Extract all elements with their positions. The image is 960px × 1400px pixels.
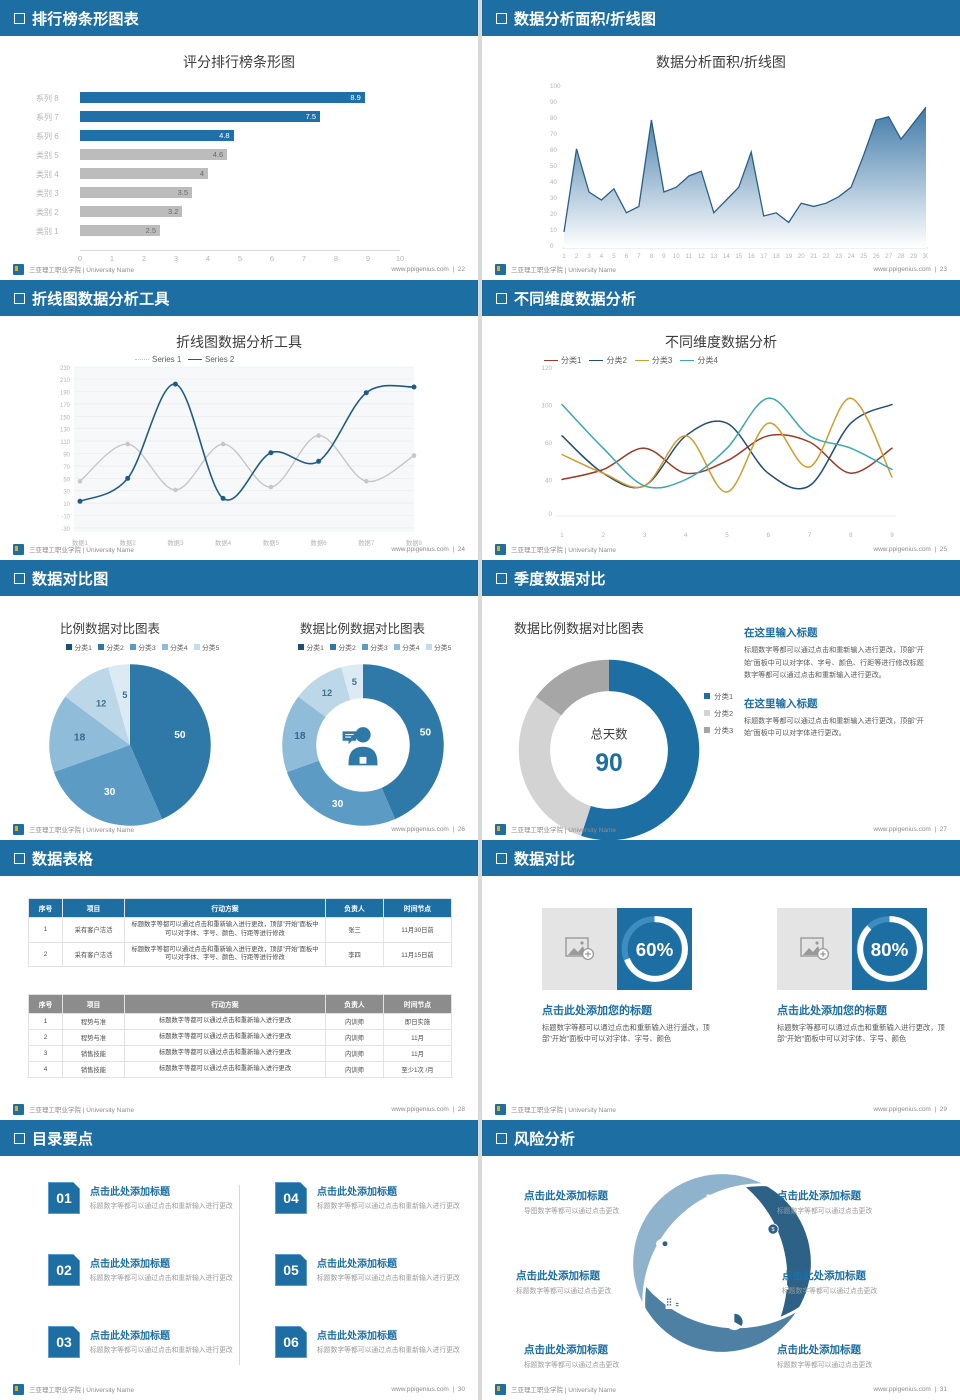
svg-text:70: 70 [550,131,558,138]
svg-text:4: 4 [600,253,604,260]
svg-text:30: 30 [922,253,928,260]
svg-text:60: 60 [550,147,558,154]
svg-text:70: 70 [63,465,70,471]
svg-text:20: 20 [550,211,558,218]
svg-text:210: 210 [60,378,71,384]
svg-text:18: 18 [773,253,781,260]
svg-text:23: 23 [835,253,843,260]
svg-text:$: $ [772,1227,775,1233]
svg-text:50: 50 [63,477,70,483]
svg-text:28: 28 [897,253,905,260]
svg-text:20: 20 [798,253,806,260]
svg-text:90: 90 [550,99,558,106]
svg-text:1: 1 [560,532,564,539]
svg-text:0: 0 [550,243,554,250]
svg-text:80: 80 [550,115,558,122]
svg-text:150: 150 [60,415,71,421]
svg-text:6: 6 [625,253,629,260]
svg-text:9: 9 [890,532,894,539]
svg-text:14: 14 [723,253,731,260]
svg-text:26: 26 [873,253,881,260]
svg-text:12: 12 [96,698,106,708]
svg-text:13: 13 [710,253,718,260]
svg-text:24: 24 [848,253,856,260]
svg-text:4: 4 [684,532,688,539]
svg-text:3: 3 [587,253,591,260]
svg-text:2: 2 [575,253,579,260]
svg-text:6: 6 [766,532,770,539]
svg-text:12: 12 [698,253,706,260]
svg-text:60: 60 [545,440,553,447]
svg-text:110: 110 [60,440,70,446]
svg-text:30: 30 [104,787,116,798]
svg-text:-30: -30 [61,527,70,533]
svg-text:0: 0 [548,511,552,518]
svg-text:16: 16 [748,253,756,260]
svg-text:10: 10 [673,253,681,260]
svg-text:7: 7 [637,253,641,260]
svg-text:5: 5 [352,677,357,687]
svg-text:120: 120 [541,365,552,372]
svg-text:100: 100 [550,83,561,90]
svg-text:25: 25 [860,253,868,260]
svg-text:90: 90 [595,750,622,777]
svg-text:5: 5 [725,532,729,539]
svg-text:130: 130 [60,428,71,434]
svg-text:5: 5 [122,690,127,700]
svg-text:60%: 60% [636,939,674,960]
svg-text:230: 230 [60,366,71,372]
svg-text:12: 12 [322,688,332,698]
svg-text:21: 21 [810,253,818,260]
svg-text:7: 7 [808,532,812,539]
svg-text:18: 18 [74,733,86,744]
svg-text:18: 18 [294,731,306,742]
svg-text:30: 30 [63,490,70,496]
svg-text:90: 90 [63,453,70,459]
svg-text:10: 10 [63,502,70,508]
svg-text:10: 10 [550,227,558,234]
svg-text:80%: 80% [871,939,909,960]
svg-text:1: 1 [562,253,566,260]
svg-text:50: 50 [420,727,432,738]
svg-text:9: 9 [662,253,666,260]
svg-text:30: 30 [550,195,558,202]
svg-text:22: 22 [823,253,831,260]
svg-text:总天数: 总天数 [590,727,627,742]
svg-text:17: 17 [760,253,768,260]
svg-text:29: 29 [910,253,918,260]
svg-text:15: 15 [735,253,743,260]
svg-text:170: 170 [60,403,71,409]
svg-text:40: 40 [545,478,553,485]
svg-text:-10: -10 [61,515,70,521]
svg-text:3: 3 [643,532,647,539]
svg-text:27: 27 [885,253,893,260]
svg-text:11: 11 [686,253,693,260]
svg-text:50: 50 [174,730,186,741]
svg-text:100: 100 [541,403,552,410]
svg-text:50: 50 [550,163,558,170]
svg-text:5: 5 [612,253,616,260]
svg-text:19: 19 [785,253,793,260]
svg-text:40: 40 [550,179,558,186]
svg-text:2: 2 [601,532,605,539]
svg-text:8: 8 [650,253,654,260]
svg-text:190: 190 [60,391,71,397]
svg-text:8: 8 [849,532,853,539]
svg-text:30: 30 [332,799,344,810]
